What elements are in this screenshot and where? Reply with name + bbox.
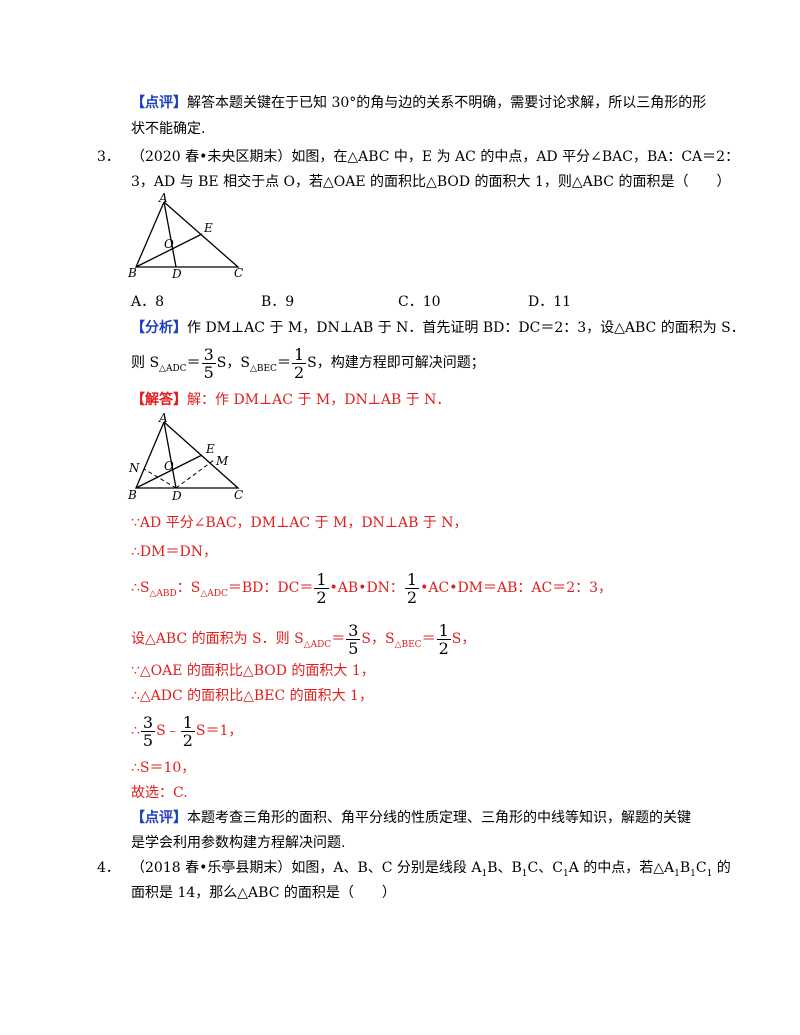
- fig-label: C: [234, 488, 243, 502]
- fig-label: A: [158, 411, 168, 425]
- analysis-line2: 则 S△ADC＝ 3 5 S，S△BEC＝ 1 2 S，构建方程即可解决问题；: [131, 344, 485, 382]
- fig-label: D: [171, 267, 182, 280]
- fig-label: E: [203, 221, 213, 235]
- fig-label: N: [128, 461, 140, 475]
- solution-step4: 设△ABC 的面积为 S．则 S△ADC＝ 3 5 S，S△BEC＝ 1 2 S，: [131, 620, 476, 658]
- q3-line1: （2020 春•未央区期末）如图，在△ABC 中，E 为 AC 的中点，AD 平…: [131, 149, 740, 165]
- fig-label: D: [171, 489, 182, 502]
- solution-step9: 故选：C.: [131, 785, 188, 801]
- solution-step3: ∴S△ABD：S△ADC＝BD：DC＝ 1 2 •AB•DN： 1 2 •AC•DM＝AB：…: [131, 569, 613, 607]
- option-c: C．10: [398, 294, 441, 310]
- review-tag: 【点评】: [131, 810, 187, 826]
- q3-number: 3．: [97, 149, 120, 165]
- analysis-line1: 【分析】作 DM⊥AC 于 M，DN⊥AB 于 N．首先证明 BD：DC＝2：3…: [131, 320, 745, 336]
- review-tag: 【点评】: [131, 95, 187, 111]
- fig-label: O: [164, 459, 174, 473]
- fig-label: C: [234, 266, 243, 280]
- fig-label: O: [164, 237, 174, 251]
- solution-step5: ∵△OAE 的面积比△BOD 的面积大 1，: [131, 663, 375, 679]
- solution-step8: ∴S＝10，: [131, 760, 196, 776]
- option-b: B．9: [261, 294, 295, 310]
- analysis-tag: 【分析】: [131, 320, 187, 336]
- fig-label: E: [205, 442, 215, 456]
- review-line1: 【点评】本题考查三角形的面积、角平分线的性质定理、三角形的中线等知识，解题的关键: [131, 810, 691, 826]
- solution-step1: ∵AD 平分∠BAC，DM⊥AC 于 M，DN⊥AB 于 N，: [131, 515, 468, 531]
- fig-label: M: [215, 454, 229, 468]
- q4-number: 4．: [97, 860, 120, 876]
- option-a: A．8: [131, 294, 165, 310]
- solution-step7: ∴ 3 5 S﹣ 1 2 S＝1，: [131, 712, 243, 750]
- fig-label: B: [127, 266, 137, 280]
- prev-review-line2: 状不能确定.: [131, 121, 206, 137]
- solution-line1: 【解答】解：作 DM⊥AC 于 M，DN⊥AB 于 N．: [131, 392, 451, 408]
- q3-figure: A E O B D C: [127, 191, 243, 280]
- solution-step2: ∴DM＝DN，: [131, 544, 217, 560]
- q4-line2: 面积是 14，那么△ABC 的面积是（ ）: [131, 885, 396, 901]
- q3-line2: 3，AD 与 BE 相交于点 O，若△OAE 的面积比△BOD 的面积大 1，则…: [131, 174, 731, 190]
- option-d: D．11: [528, 294, 572, 310]
- fig-label: B: [127, 488, 137, 502]
- q4-line1: （2018 春•乐亭县期末）如图，A、B、C 分别是线段 A1B、B1C、C1A…: [131, 860, 731, 879]
- review-line2: 是学会利用参数构建方程解决问题.: [131, 835, 346, 851]
- solution-tag: 【解答】: [131, 392, 187, 408]
- fig-label: A: [158, 191, 168, 205]
- solution-step6: ∴△ADC 的面积比△BEC 的面积大 1，: [131, 688, 373, 704]
- solution-figure: A E M N O B D C: [127, 411, 243, 502]
- prev-review-line1: 【点评】解答本题关键在于已知 30°的角与边的关系不明确，需要讨论求解，所以三角…: [131, 95, 707, 111]
